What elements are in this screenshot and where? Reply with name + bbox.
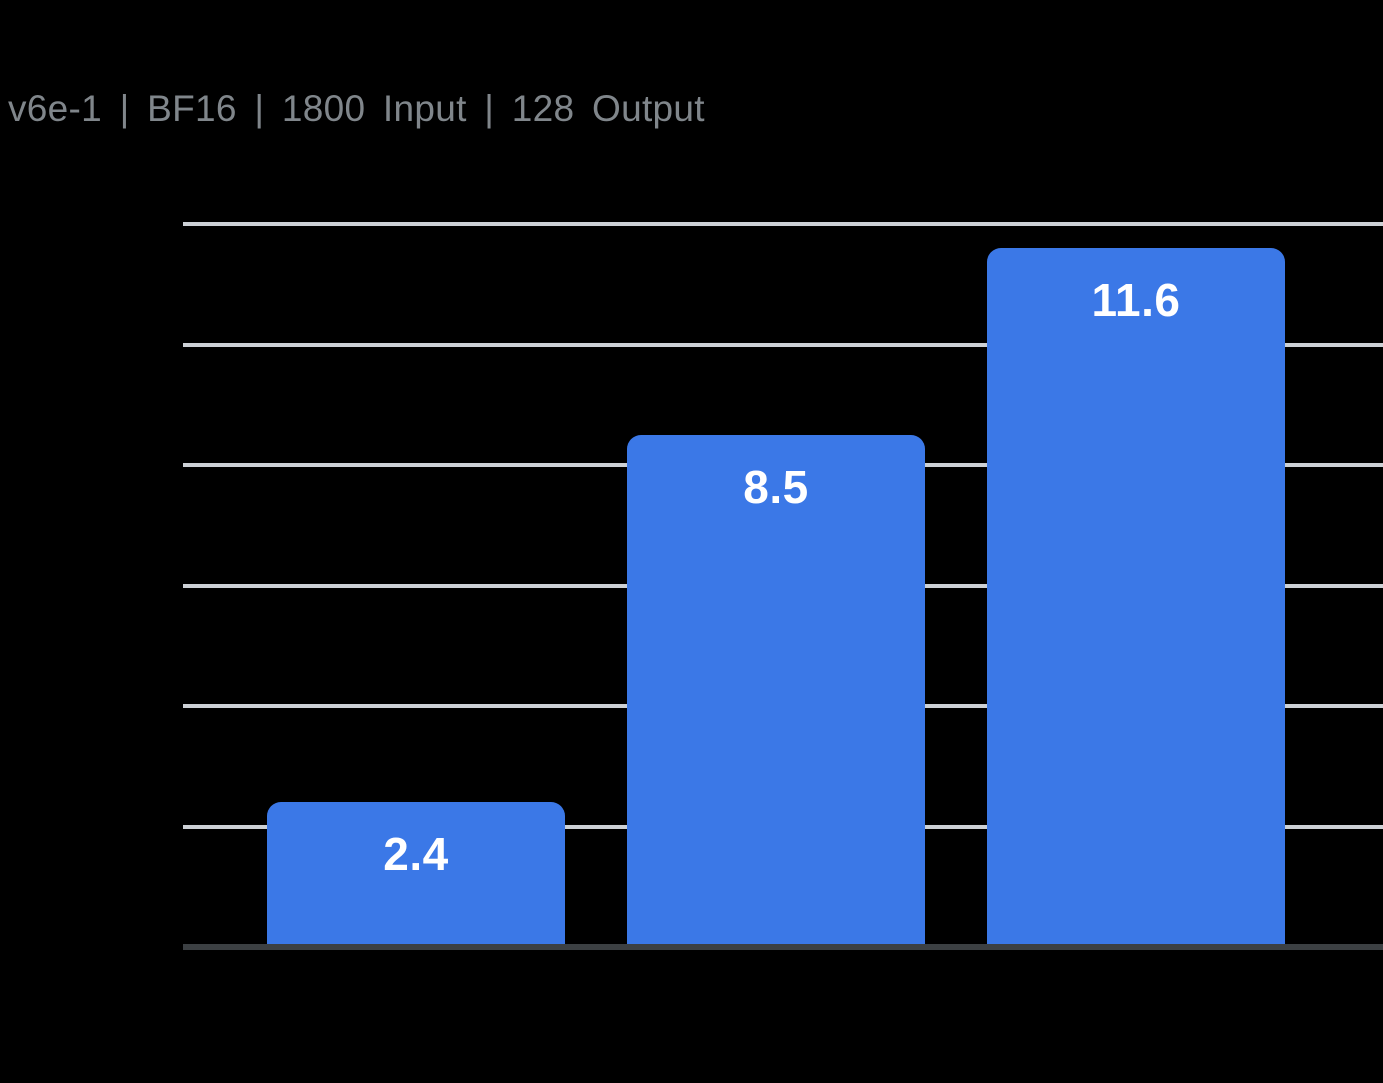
- bar-3: 11.6: [987, 248, 1285, 947]
- gridline-y-10: [183, 342, 1383, 347]
- bar-2: 8.5: [627, 434, 925, 947]
- bar-2-value-label: 8.5: [743, 460, 809, 513]
- gridline-y-12: [183, 222, 1383, 226]
- bar-1-value-label: 2.4: [383, 828, 449, 881]
- chart-title: v6e-1 | BF16 | 1800 Input | 128 Output: [8, 88, 705, 129]
- x-axis-line: [183, 944, 1383, 950]
- bar-1: 2.4: [267, 802, 565, 947]
- plot-area: 2.4 8.5 11.6: [183, 222, 1383, 950]
- bar-3-value-label: 11.6: [1091, 274, 1181, 327]
- bars-container: 2.4 8.5 11.6: [183, 224, 1383, 947]
